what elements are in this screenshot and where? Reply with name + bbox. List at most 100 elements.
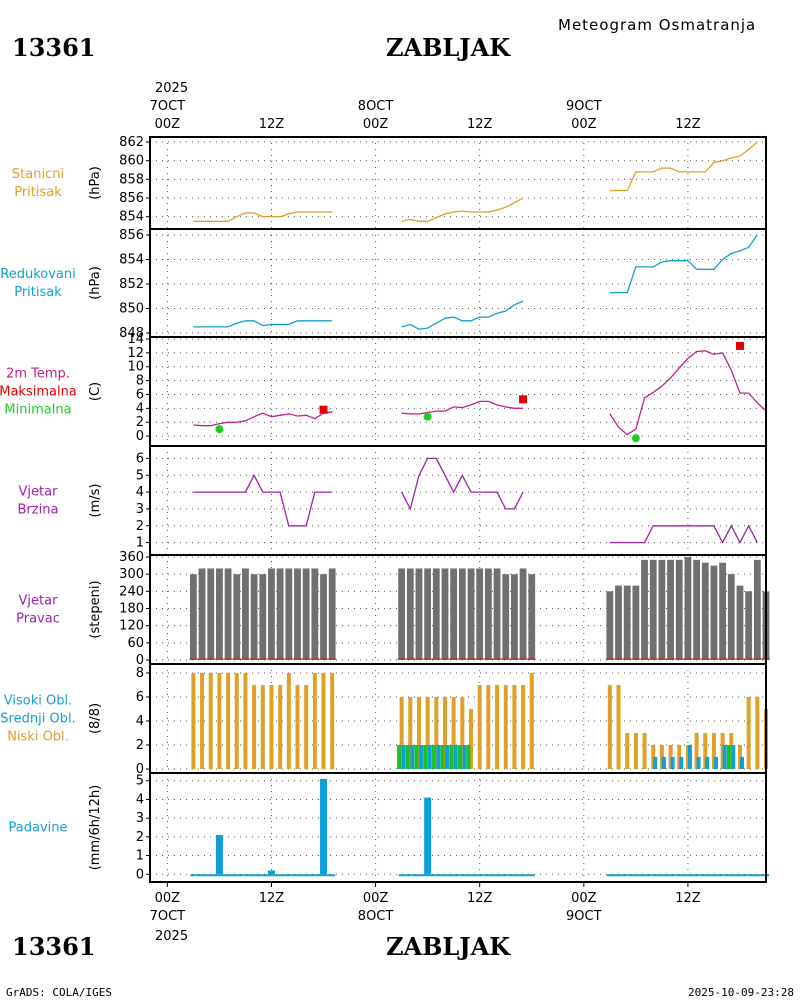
bar-p6	[529, 673, 534, 769]
top-time-label: 00Z	[155, 117, 181, 132]
bar-p5	[484, 568, 492, 660]
bar-p5	[476, 568, 484, 660]
ytick-label: 5	[136, 774, 144, 789]
bar-p6	[731, 745, 736, 769]
ytick-label: 12	[127, 346, 144, 361]
min-temp-marker	[423, 412, 432, 421]
panel-p2: 848 850 852 854 856 (hPa) Redukovani Pritisak	[0, 228, 767, 341]
bar-p6	[469, 709, 474, 769]
bar-p6	[423, 745, 428, 769]
bar-p5	[684, 557, 692, 660]
bar-p5	[224, 568, 232, 660]
panel-p6: 0 2 4 6 8 (8/8) Visoki Obl. Srednji Obl. Niski O…	[0, 663, 768, 777]
bottom-date-label: 7OCT	[150, 909, 186, 924]
ytick-label: 8	[136, 374, 144, 389]
bar-p5	[649, 559, 657, 660]
bar-p6	[243, 673, 248, 769]
panel-label: Pravac	[16, 612, 60, 627]
series-line-p2	[193, 320, 333, 328]
top-date-label: 8OCT	[358, 99, 394, 114]
bar-p6	[726, 745, 731, 769]
bar-p6	[286, 673, 291, 769]
bar-p6	[208, 673, 213, 769]
bar-p5	[207, 568, 215, 660]
bar-p6	[442, 697, 447, 769]
station-name-bottom: ZABLJAK	[386, 932, 511, 961]
series-line-p4	[609, 524, 758, 545]
panel-p4: 1 2 3 4 5 6 (m/s) Vjetar Brzina	[18, 445, 767, 556]
bar-p6	[434, 697, 439, 769]
panel-label: Pritisak	[14, 185, 62, 200]
bar-p7	[424, 797, 432, 875]
ytick-label: 0	[136, 762, 144, 777]
bar-p5	[311, 568, 319, 660]
max-temp-marker	[519, 395, 528, 404]
unit-label: (stepeni)	[88, 580, 103, 638]
ytick-label: 300	[119, 567, 144, 582]
ytick-label: 1	[136, 849, 144, 864]
bar-p5	[198, 568, 206, 660]
bar-p6	[713, 757, 718, 769]
bar-p5	[406, 568, 414, 660]
bar-p5	[302, 568, 310, 660]
ytick-label: 862	[119, 135, 144, 150]
chart-title: Meteogram Osmatranja	[558, 16, 756, 34]
bar-p6	[462, 745, 467, 769]
bar-p6	[722, 745, 727, 769]
bar-p6	[739, 757, 744, 769]
unit-label: (mm/6h/12h)	[88, 785, 103, 871]
panel-label: Stanicni	[12, 167, 64, 182]
bar-p5	[623, 585, 631, 660]
bar-p6	[425, 697, 430, 769]
bar-p6	[477, 685, 482, 769]
ytick-label: 240	[119, 584, 144, 599]
bar-p5	[424, 568, 432, 660]
panel-label: Padavine	[9, 821, 68, 836]
bar-p5	[493, 568, 501, 660]
bar-p5	[719, 562, 727, 660]
series-line-p1	[609, 141, 758, 192]
top-time-label: 12Z	[259, 117, 285, 132]
bar-p5	[615, 585, 622, 660]
ytick-label: 60	[127, 636, 144, 651]
ytick-label: 850	[119, 302, 144, 317]
series-line-p2	[401, 300, 524, 330]
bar-p6	[642, 733, 647, 769]
bar-p6	[399, 697, 404, 769]
bar-p6	[436, 745, 441, 769]
footer-timestamp: 2025-10-09-23:28	[688, 986, 794, 999]
bar-p5	[606, 591, 614, 660]
bar-p6	[512, 685, 517, 769]
ytick-label: 0	[136, 653, 144, 668]
ytick-label: 4	[136, 485, 144, 500]
top-time-label: 00Z	[363, 117, 389, 132]
bottom-time-label: 00Z	[571, 891, 597, 906]
bar-p6	[703, 733, 708, 769]
ytick-label: 860	[119, 154, 144, 169]
bar-p5	[320, 574, 327, 660]
top-year-label: 2025	[155, 81, 188, 96]
bar-p5	[753, 559, 761, 660]
panel-frame	[149, 336, 767, 447]
ytick-label: 4	[136, 401, 144, 416]
bar-p6	[687, 745, 692, 769]
panel-label: Visoki Obl.	[4, 694, 72, 709]
ytick-label: 2	[136, 830, 144, 845]
bar-p6	[451, 697, 456, 769]
bar-p5	[667, 559, 674, 660]
bar-p6	[304, 685, 309, 769]
series-line-p1	[193, 211, 333, 222]
max-temp-marker	[319, 405, 328, 414]
ytick-label: 8	[136, 666, 144, 681]
bar-p5	[701, 562, 709, 660]
bar-p6	[679, 757, 684, 769]
bar-p6	[278, 685, 283, 769]
unit-label: (8/8)	[88, 703, 103, 734]
bar-p6	[616, 685, 621, 769]
bar-p5	[441, 568, 449, 660]
bar-p7	[215, 834, 223, 875]
bar-p5	[502, 574, 510, 660]
bar-p6	[427, 745, 432, 769]
min-temp-marker	[215, 425, 224, 434]
